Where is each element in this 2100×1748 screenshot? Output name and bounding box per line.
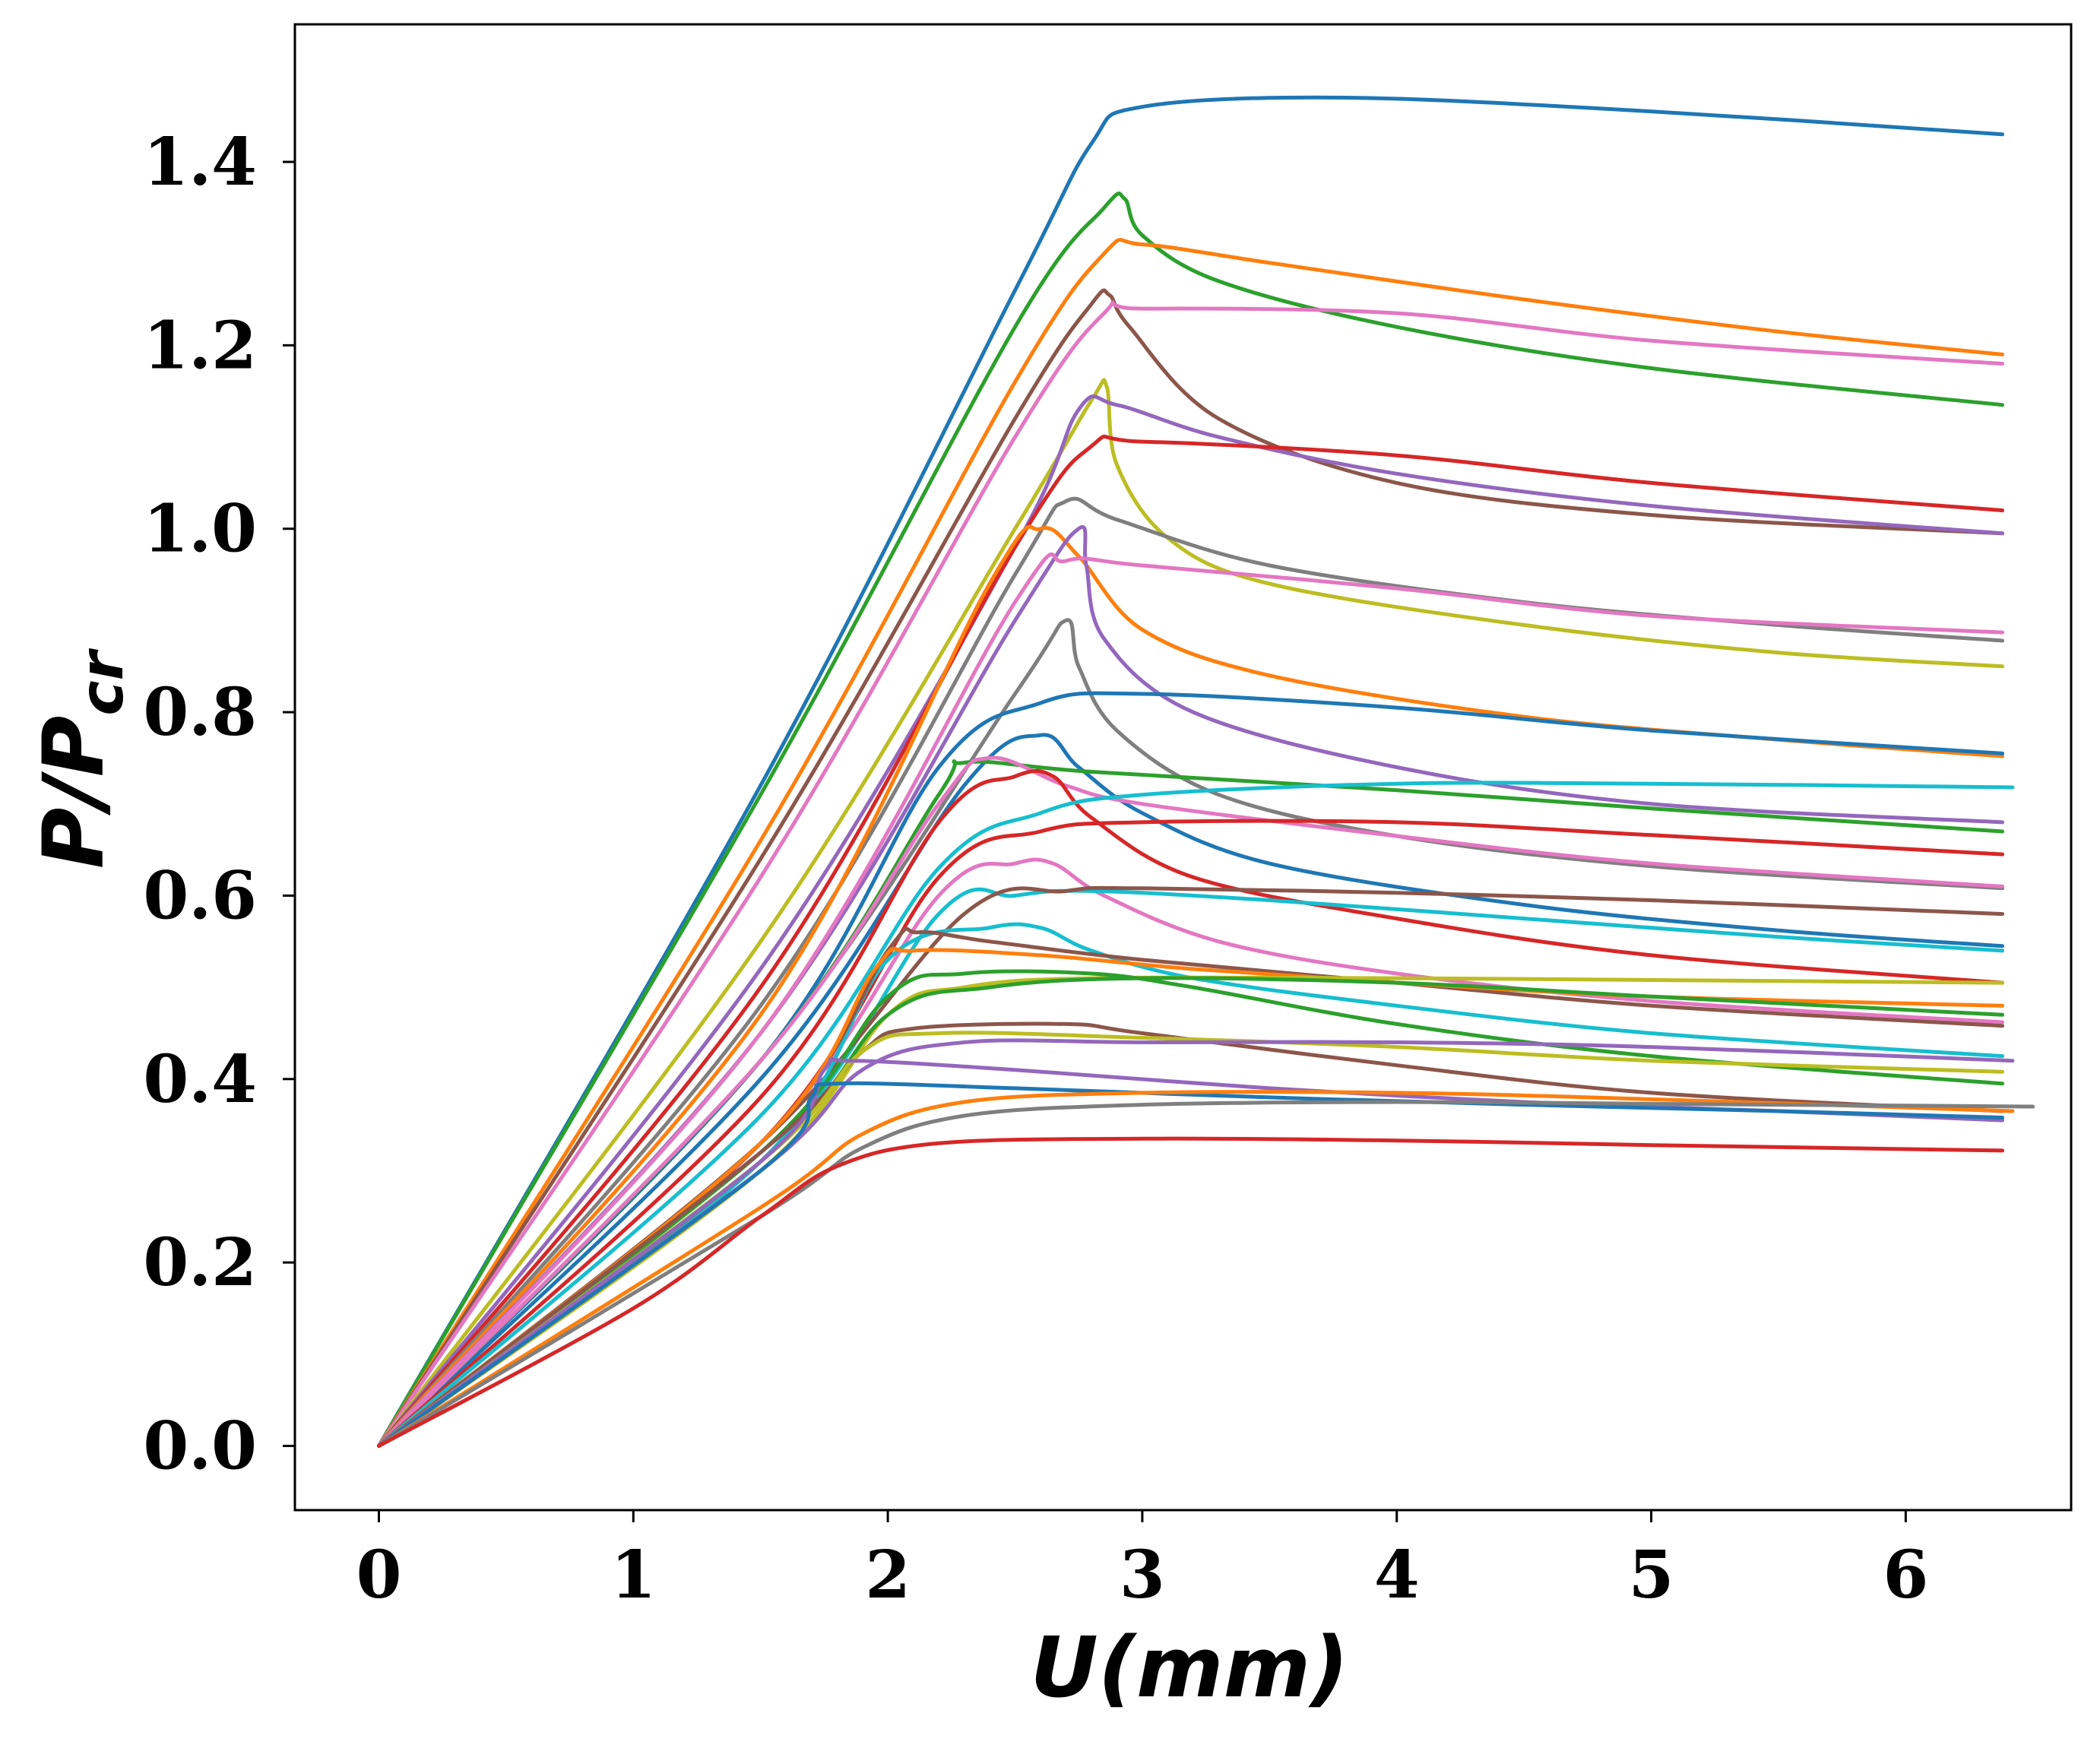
y-tick-label: 1.2 xyxy=(143,307,257,384)
y-axis-label-subscript: cr xyxy=(68,648,137,715)
plot-frame xyxy=(293,23,2073,1512)
x-tick-label: 5 xyxy=(1629,1537,1674,1613)
y-axis-label-main: P/P xyxy=(25,716,122,869)
x-tick-label: 3 xyxy=(1120,1537,1165,1613)
series-line-3 xyxy=(377,238,2005,1448)
series-line-1 xyxy=(377,95,2005,1448)
series-line-35 xyxy=(377,1090,2015,1448)
series-line-19 xyxy=(377,781,2015,1448)
y-tick-label: 1.0 xyxy=(143,491,257,568)
series-line-18 xyxy=(377,768,2005,1448)
x-tick-label: 6 xyxy=(1883,1537,1928,1613)
series-line-36 xyxy=(377,1100,2035,1448)
series-line-37 xyxy=(377,1136,2005,1448)
series-line-5 xyxy=(377,300,2005,1448)
y-tick-label: 0.0 xyxy=(143,1408,257,1485)
series-line-8 xyxy=(377,434,2005,1448)
series-line-30 xyxy=(377,1021,2005,1448)
series-layer xyxy=(377,95,2035,1448)
x-tick-label: 4 xyxy=(1374,1537,1420,1613)
x-tick-label: 0 xyxy=(356,1537,402,1613)
x-axis-ticks: 0 1 2 3 4 5 6 xyxy=(356,1510,1928,1613)
x-tick-label: 2 xyxy=(865,1537,911,1613)
y-tick-label: 1.4 xyxy=(143,124,257,201)
y-tick-label: 0.8 xyxy=(143,674,257,751)
y-tick-label: 0.4 xyxy=(143,1041,257,1118)
y-axis-ticks: 0.0 0.2 0.4 0.6 0.8 1.0 1.2 1.4 xyxy=(143,124,295,1485)
series-line-2 xyxy=(377,192,2005,1448)
x-axis-label: U(mm) xyxy=(1030,1619,1348,1716)
series-line-34 xyxy=(377,1081,2005,1448)
series-line-12 xyxy=(377,552,2005,1448)
y-axis-label: P/Pcr xyxy=(25,648,137,869)
y-tick-label: 0.6 xyxy=(143,857,257,934)
x-tick-label: 1 xyxy=(610,1537,656,1613)
series-line-17 xyxy=(377,755,2005,1448)
series-line-4 xyxy=(377,288,2005,1448)
series-line-7 xyxy=(377,394,2005,1448)
y-tick-label: 0.2 xyxy=(143,1224,257,1301)
series-line-15 xyxy=(377,733,2005,1448)
